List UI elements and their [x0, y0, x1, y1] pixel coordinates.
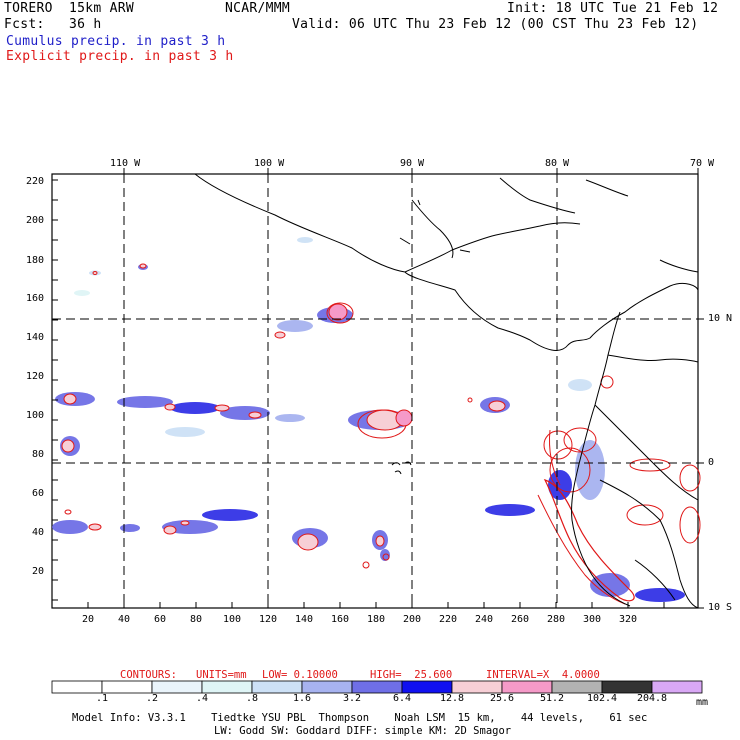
precip-cell	[202, 509, 258, 521]
x-tick-label: 160	[331, 614, 350, 625]
y-tick-label: 220	[26, 176, 45, 187]
precip-cell	[52, 520, 88, 534]
forecast-hour: Fcst: 36 h	[4, 17, 102, 32]
colorbar-swatch	[101, 680, 153, 694]
x-tick-label: 280	[547, 614, 566, 625]
colorbar-swatch	[301, 680, 353, 694]
y-tick-label: 140	[26, 332, 45, 343]
x-tick-label: 60	[154, 614, 167, 625]
colorbar-swatch	[251, 680, 303, 694]
contour-label: CONTOURS:	[120, 669, 177, 681]
colorbar-label: 12.8	[439, 693, 465, 704]
physics-info: LW: Godd SW: Goddard DIFF: simple KM: 2D…	[214, 725, 512, 737]
colorbar-label: .4	[195, 693, 209, 704]
precip-cell	[297, 237, 313, 243]
x-tick-label: 260	[511, 614, 530, 625]
init-time: Init: 18 UTC Tue 21 Feb 12	[507, 1, 719, 16]
x-tick-label: 200	[403, 614, 422, 625]
colorbar-label: 1.6	[292, 693, 312, 704]
field-explicit-label: Explicit precip. in past 3 h	[6, 49, 234, 64]
precip-cell	[275, 414, 305, 422]
lon-label: 100 W	[254, 158, 285, 169]
precip-cell	[277, 320, 313, 332]
colorbar-label: .2	[145, 693, 159, 704]
precip-cell	[568, 379, 592, 391]
center-name: NCAR/MMM	[225, 1, 291, 16]
x-tick-label: 20	[82, 614, 95, 625]
x-tick-label: 300	[583, 614, 602, 625]
contour-units: UNITS=mm	[196, 669, 247, 681]
colorbar-label: 204.8	[636, 693, 668, 704]
colorbar-label: 6.4	[392, 693, 412, 704]
precip-cell	[590, 573, 630, 597]
lat-label: 10 N	[708, 313, 733, 324]
colorbar-swatch	[201, 680, 253, 694]
colorbar-swatch	[351, 680, 403, 694]
y-tick-label: 20	[32, 566, 45, 577]
lon-label: 70 W	[690, 158, 715, 169]
explicit-precip-layer	[61, 263, 701, 605]
colorbar-unit: mm	[696, 697, 709, 708]
model-info: Model Info: V3.3.1 Tiedtke YSU PBL Thomp…	[72, 712, 648, 724]
colorbar-label: .1	[95, 693, 109, 704]
x-tick-label: 320	[619, 614, 638, 625]
precip-cell	[380, 549, 390, 561]
lon-label: 80 W	[545, 158, 570, 169]
y-tick-label: 100	[26, 410, 45, 421]
axis-ticks	[52, 168, 704, 609]
x-tick-label: 120	[259, 614, 278, 625]
colorbar-swatch	[401, 680, 453, 694]
x-tick-label: 100	[223, 614, 242, 625]
y-tick-label: 200	[26, 215, 45, 226]
x-tick-label: 220	[439, 614, 458, 625]
colorbar-label: 3.2	[342, 693, 362, 704]
colorbar-label: 102.4	[586, 693, 618, 704]
colorbar-swatch	[651, 680, 703, 694]
x-tick-label: 40	[118, 614, 131, 625]
precip-cell	[170, 402, 220, 414]
x-tick-label: 80	[190, 614, 203, 625]
colorbar-swatch	[51, 680, 103, 694]
valid-time: Valid: 06 UTC Thu 23 Feb 12 (00 CST Thu …	[292, 17, 699, 32]
precip-cell	[485, 504, 535, 516]
lat-lon-grid	[52, 174, 698, 608]
colorbar-swatch	[601, 680, 653, 694]
lat-label: 10 S	[708, 602, 733, 613]
lat-label: 0	[708, 457, 715, 468]
lon-label: 110 W	[110, 158, 141, 169]
y-tick-label: 120	[26, 371, 45, 382]
colorbar-swatch	[501, 680, 553, 694]
x-tick-label: 180	[367, 614, 386, 625]
y-tick-label: 80	[32, 449, 45, 460]
precip-cell	[120, 524, 140, 532]
precip-cell	[165, 427, 205, 437]
colorbar-swatch	[451, 680, 503, 694]
colorbar-label: 51.2	[539, 693, 565, 704]
lon-label: 90 W	[400, 158, 425, 169]
colorbar-swatch	[551, 680, 603, 694]
precip-cell	[74, 290, 90, 296]
precip-cell	[635, 588, 685, 602]
contour-interval: INTERVAL=X 4.0000	[486, 669, 600, 681]
y-tick-label: 160	[26, 293, 45, 304]
field-cumulus-label: Cumulus precip. in past 3 h	[6, 34, 226, 49]
coastlines	[194, 173, 699, 609]
precip-cell	[117, 396, 173, 408]
contour-low: LOW= 0.10000	[262, 669, 338, 681]
y-tick-label: 180	[26, 255, 45, 266]
contour-high: HIGH= 25.600	[370, 669, 453, 681]
y-tick-label: 40	[32, 527, 45, 538]
y-tick-label: 60	[32, 488, 45, 499]
x-tick-label: 240	[475, 614, 494, 625]
colorbar-swatch	[151, 680, 203, 694]
colorbar-label: 25.6	[489, 693, 515, 704]
x-tick-label: 140	[295, 614, 314, 625]
model-title: TORERO 15km ARW	[4, 1, 135, 16]
colorbar	[51, 680, 703, 694]
colorbar-label: .8	[245, 693, 259, 704]
